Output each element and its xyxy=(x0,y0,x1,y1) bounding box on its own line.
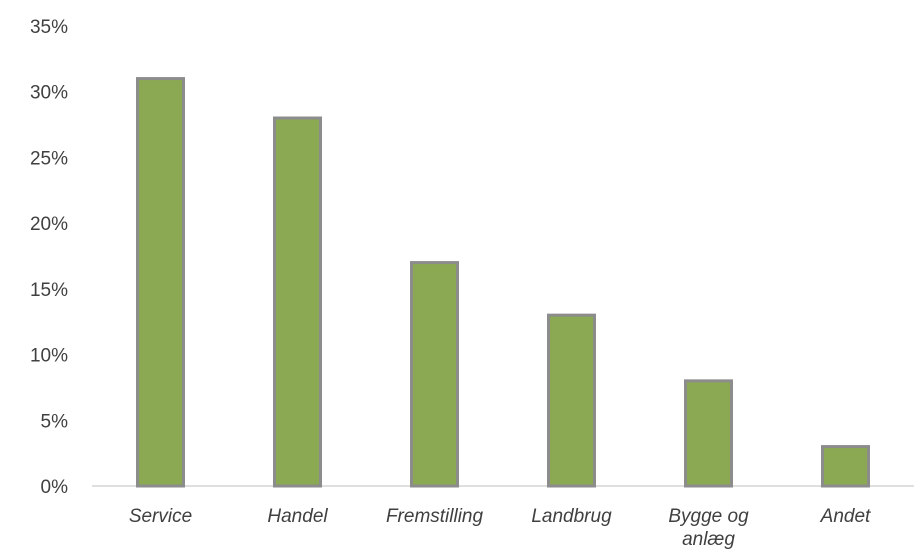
x-tick-label-line: Landbrug xyxy=(531,506,612,527)
y-tick-label: 25% xyxy=(30,148,68,169)
x-tick-label-line: Fremstilling xyxy=(386,506,484,527)
x-tick-label-line: Handel xyxy=(267,506,328,527)
x-tick-label: Andet xyxy=(820,506,871,527)
x-tick-label: Bygge og anlæg xyxy=(668,506,749,550)
bar xyxy=(410,261,459,488)
x-tick-label-line: anlæg xyxy=(682,529,735,550)
x-tick-label: Handel xyxy=(267,506,328,527)
x-tick-label: Fremstilling xyxy=(386,506,484,527)
bar xyxy=(821,445,870,488)
x-tick-label-line: Andet xyxy=(820,506,871,527)
x-tick-label-line: Service xyxy=(129,506,192,527)
y-tick-label: 5% xyxy=(41,411,69,432)
y-tick-label: 10% xyxy=(30,346,68,367)
y-tick-label: 35% xyxy=(30,17,68,38)
x-axis-labels: Service Handel Fremstilling Landbrug Bygge o… xyxy=(129,506,871,550)
x-tick-label: Service xyxy=(129,506,192,527)
bar xyxy=(547,313,596,488)
y-tick-label: 30% xyxy=(30,83,68,104)
x-tick-label-line: Bygge og xyxy=(668,506,749,527)
x-tick-label: Landbrug xyxy=(531,506,612,527)
bars xyxy=(136,77,870,488)
bar xyxy=(684,379,733,488)
bar xyxy=(136,77,185,488)
bar xyxy=(273,116,322,488)
y-tick-label: 20% xyxy=(30,214,68,235)
y-tick-label: 15% xyxy=(30,280,68,301)
y-tick-label: 0% xyxy=(41,477,69,498)
y-axis: 0% 5% 10% 15% 20% 25% 30% 35% xyxy=(30,17,68,498)
